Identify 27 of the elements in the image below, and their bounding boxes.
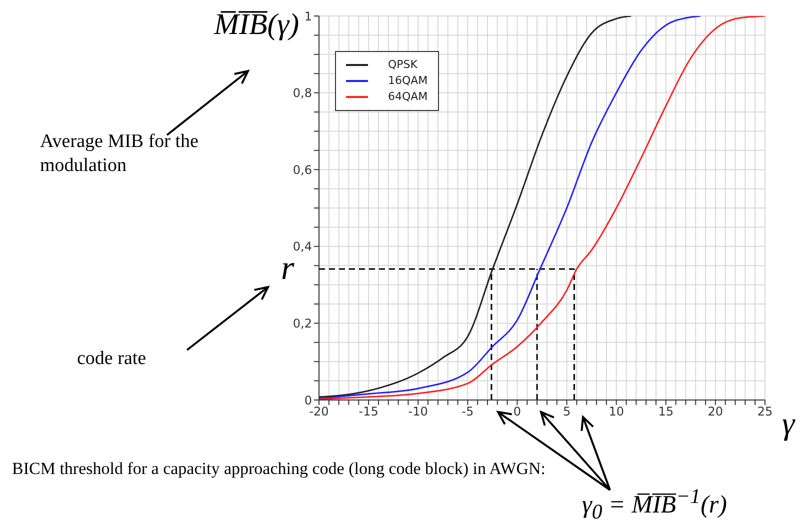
x-tick-label: 25	[757, 404, 773, 419]
legend-label: 64QAM	[388, 89, 428, 105]
y-axis-title: M̅I̅B̅(γ)	[214, 8, 300, 42]
x-tick-label: -10	[408, 404, 428, 419]
text: BICM threshold for a capacity approaching code (long code block) in AWGN:	[12, 458, 547, 480]
x-tick-label: 15	[658, 404, 674, 419]
text: Average MIB for the modulation	[40, 130, 200, 178]
ref-line-label: r	[281, 250, 295, 288]
y-tick-label: 0	[304, 393, 312, 408]
text: γ$_{0}$ = M̅I̅B̅$^{−1}$(r)	[582, 483, 728, 523]
x-axis-title: γ	[782, 405, 795, 442]
y-tick-label: 0,4	[292, 240, 312, 254]
y-tick-label: 0,2	[292, 316, 312, 330]
line-series	[319, 16, 632, 398]
x-tick-label: -15	[358, 404, 378, 419]
x-tick-label: 20	[708, 404, 724, 419]
x-tick-label: -20	[309, 404, 329, 419]
text: code rate	[77, 347, 148, 371]
legend-label: QPSK	[388, 57, 418, 73]
x-tick-label: 0	[513, 404, 522, 419]
legend-label: 16QAM	[388, 73, 428, 89]
y-tick-label: 1	[304, 9, 312, 24]
x-tick-label: 10	[608, 404, 624, 419]
x-tick-label: -5	[462, 404, 474, 419]
y-tick-label: 0,8	[292, 86, 312, 100]
x-tick-label: 5	[562, 404, 571, 419]
y-tick-label: 0,6	[292, 162, 312, 177]
